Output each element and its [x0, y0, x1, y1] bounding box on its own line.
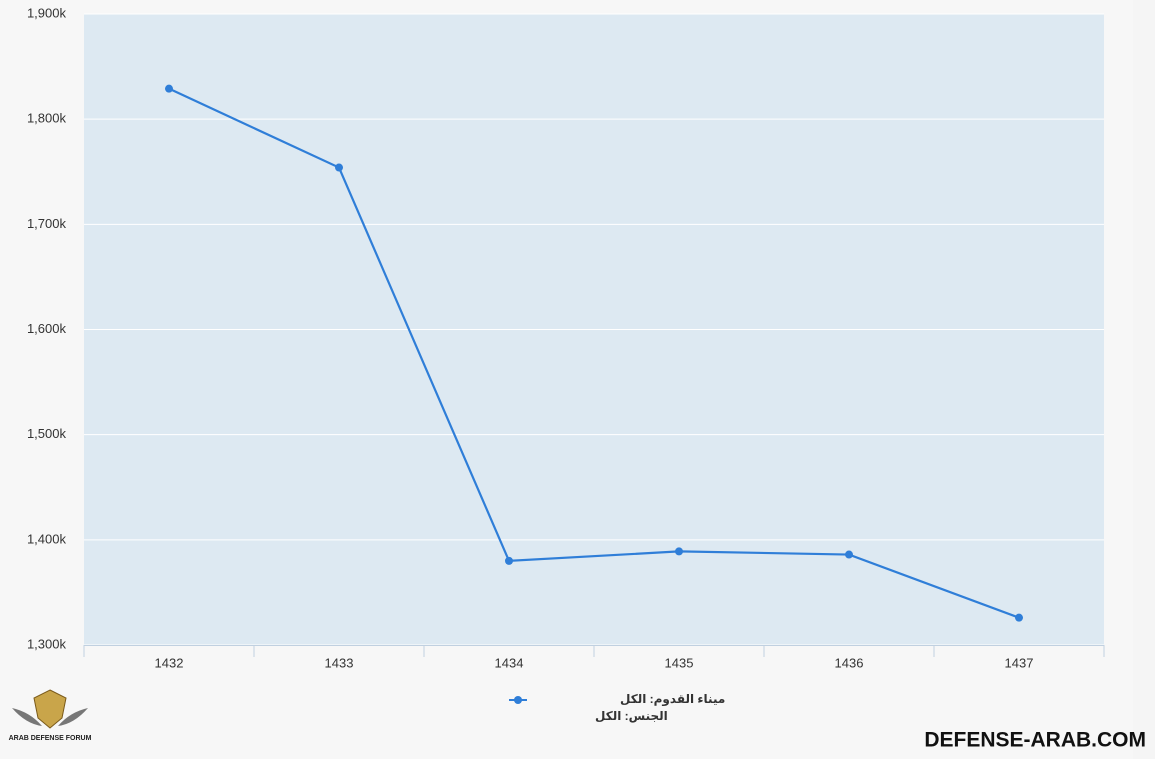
x-tick-label: 1432 — [155, 655, 184, 670]
y-tick-label: 1,700k — [27, 216, 67, 231]
y-tick-label: 1,800k — [27, 111, 67, 126]
legend-label: ميناء القدوم: الكل — [620, 692, 725, 707]
watermark: DEFENSE-ARAB.COM — [924, 729, 1146, 752]
y-tick-label: 1,600k — [27, 321, 67, 336]
data-point — [335, 163, 343, 172]
y-tick-label: 1,500k — [27, 426, 67, 441]
data-point — [675, 547, 683, 556]
data-point — [845, 550, 853, 559]
logo: ARAB DEFENSE FORUM — [9, 689, 92, 742]
data-point — [165, 84, 173, 93]
y-tick-label: 1,400k — [27, 531, 67, 546]
x-tick-label: 1436 — [835, 655, 864, 670]
y-tick-label: 1,900k — [27, 5, 67, 20]
series-line — [168, 87, 1020, 619]
x-tick-label: 1435 — [665, 655, 694, 670]
x-tick-label: 1437 — [1005, 655, 1034, 670]
logo-text: ARAB DEFENSE FORUM — [9, 735, 92, 742]
x-tick-label: 1433 — [325, 655, 354, 670]
legend-marker — [514, 696, 522, 704]
y-tick-label: 1,300k — [27, 636, 67, 651]
legend-note: الجنس: الكل — [595, 709, 668, 723]
data-point — [1015, 613, 1023, 622]
x-tick-label: 1434 — [495, 655, 524, 670]
data-point — [505, 556, 513, 565]
